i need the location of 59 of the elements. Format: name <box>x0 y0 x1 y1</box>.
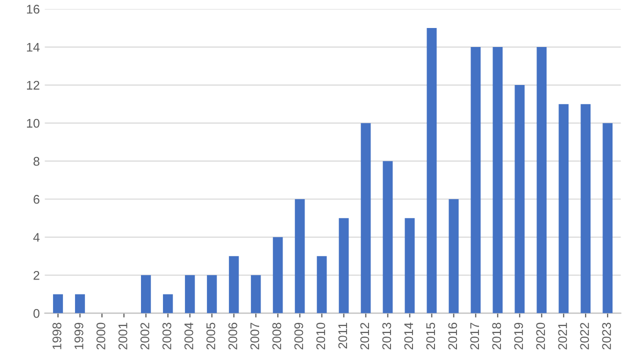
bar <box>536 47 547 314</box>
x-tick-label: 2002 <box>140 322 150 350</box>
bar <box>580 104 591 314</box>
x-tick-label: 2021 <box>558 322 567 350</box>
bar <box>228 256 239 314</box>
x-tick-label: 2010 <box>316 322 326 350</box>
bar <box>53 294 63 314</box>
bar <box>75 294 85 314</box>
x-tick-label: 2005 <box>206 322 216 350</box>
y-tick-label: 16 <box>26 4 40 14</box>
x-tick-label: 2013 <box>382 322 392 350</box>
y-tick-label: 4 <box>33 233 40 242</box>
y-tick-label: 2 <box>34 270 40 280</box>
x-tick-label: 2004 <box>184 322 194 350</box>
bar <box>448 199 459 314</box>
bar <box>338 218 349 314</box>
x-tick-label: 2017 <box>470 322 480 350</box>
bar <box>360 123 371 314</box>
x-tick-label: 2015 <box>426 322 436 350</box>
bar <box>316 256 327 314</box>
bar <box>162 294 173 314</box>
x-tick-label: 2007 <box>250 322 260 350</box>
y-tick-label: 12 <box>26 80 40 90</box>
bar <box>602 123 613 314</box>
x-tick-label: 2016 <box>448 322 458 350</box>
x-tick-label: 2009 <box>294 322 304 350</box>
bar <box>514 85 525 314</box>
bar <box>558 104 569 314</box>
x-tick-label: 2011 <box>338 322 348 348</box>
x-tick-label: 2001 <box>118 322 128 350</box>
x-tick-label: 2006 <box>228 322 238 350</box>
x-tick-label: 1999 <box>74 322 84 350</box>
x-tick-label: 2003 <box>162 322 172 350</box>
bar <box>140 275 151 314</box>
x-tick-label: 2019 <box>514 322 524 350</box>
x-tick-label: 1998 <box>52 322 62 350</box>
bar <box>206 275 217 314</box>
y-tick-label: 10 <box>26 118 40 128</box>
bar <box>426 28 437 314</box>
x-tick-label: 2023 <box>602 322 611 350</box>
x-tick-label: 2022 <box>580 322 589 350</box>
bar <box>492 47 503 314</box>
y-tick-label: 6 <box>34 194 40 204</box>
x-tick-label: 2000 <box>96 322 106 350</box>
bar <box>294 199 305 314</box>
y-tick-label: 8 <box>34 156 40 166</box>
y-tick-label: 0 <box>33 309 40 318</box>
x-tick-label: 2012 <box>360 322 370 350</box>
bar <box>184 275 195 314</box>
bar <box>404 218 415 314</box>
y-tick-label: 14 <box>26 42 40 52</box>
x-tick-label: 2020 <box>536 322 546 350</box>
bar <box>382 161 393 314</box>
x-tick-label: 2008 <box>272 322 282 350</box>
bar <box>470 47 481 314</box>
bar <box>250 275 261 314</box>
x-tick-label: 2014 <box>404 322 414 350</box>
x-tick-label: 2018 <box>492 322 502 350</box>
bar <box>272 237 283 314</box>
